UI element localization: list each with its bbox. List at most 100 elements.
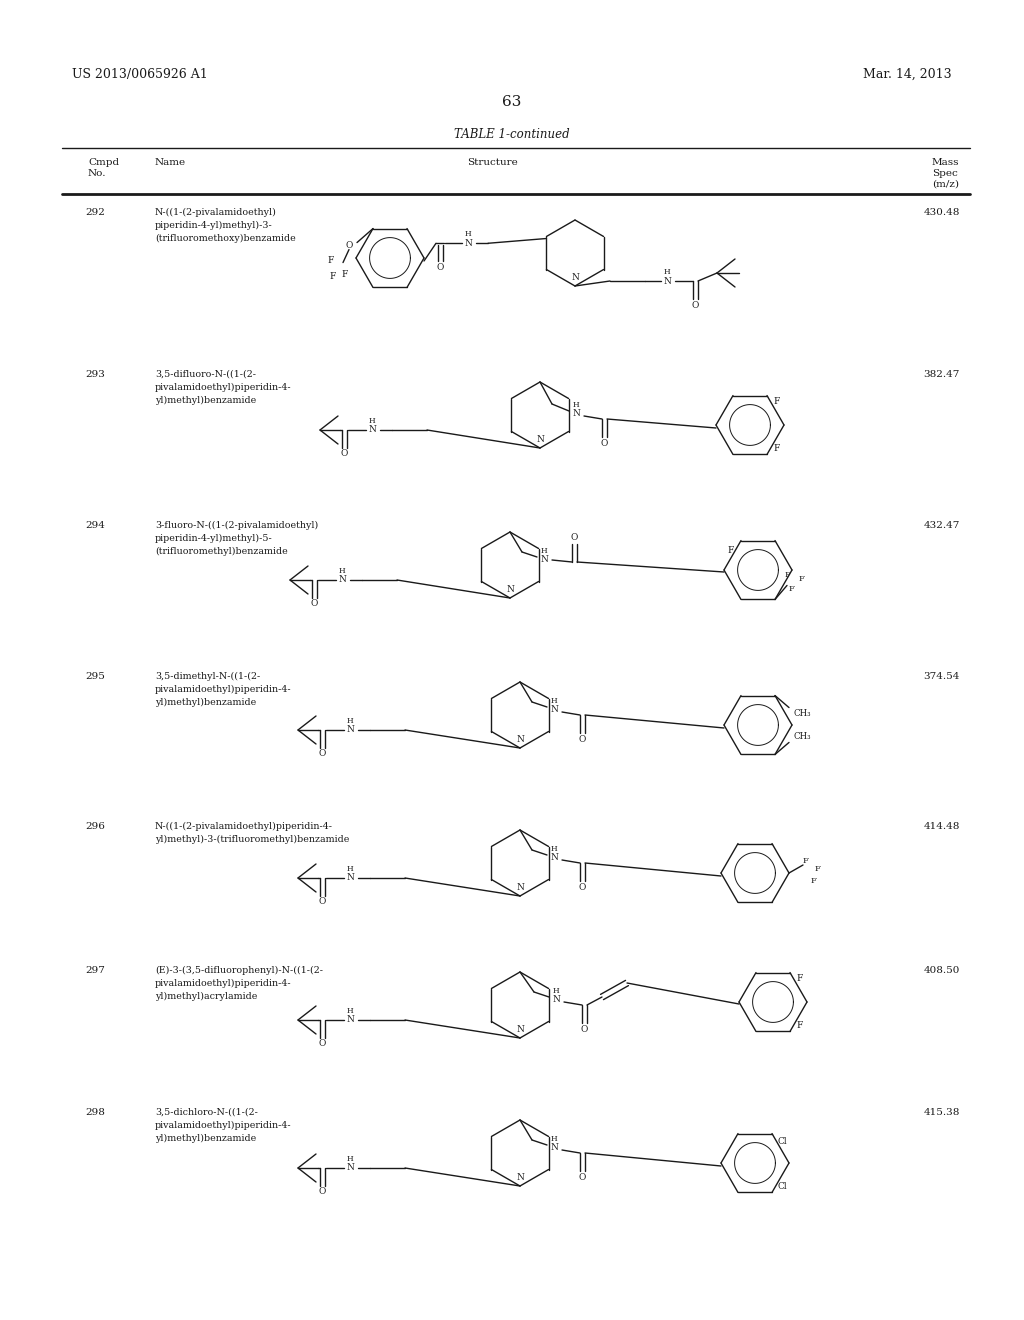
Text: O: O (340, 450, 348, 458)
Text: O: O (318, 1188, 326, 1196)
Text: F: F (328, 256, 334, 265)
Text: H: H (553, 987, 559, 995)
Text: N: N (550, 705, 558, 714)
Text: N: N (664, 276, 671, 285)
Text: 430.48: 430.48 (924, 209, 961, 216)
Text: O: O (436, 263, 443, 272)
Text: 408.50: 408.50 (924, 966, 961, 975)
Text: N: N (540, 556, 548, 565)
Text: CH₃: CH₃ (793, 709, 811, 718)
Text: yl)methyl)benzamide: yl)methyl)benzamide (155, 1134, 256, 1143)
Text: N: N (550, 1143, 558, 1152)
Text: 414.48: 414.48 (924, 822, 961, 832)
Text: F: F (797, 974, 803, 983)
Text: H: H (551, 697, 557, 705)
Text: H: H (347, 1007, 353, 1015)
Text: TABLE 1-continued: TABLE 1-continued (455, 128, 569, 141)
Text: 295: 295 (85, 672, 104, 681)
Text: Cmpd: Cmpd (88, 158, 119, 168)
Text: F: F (814, 865, 820, 873)
Text: N: N (506, 585, 514, 594)
Text: N: N (346, 1015, 354, 1024)
Text: N: N (516, 1024, 524, 1034)
Text: N: N (571, 272, 579, 281)
Text: N: N (536, 434, 544, 444)
Text: Cl: Cl (777, 1181, 786, 1191)
Text: N: N (338, 576, 346, 585)
Text: N: N (550, 854, 558, 862)
Text: F: F (798, 576, 804, 583)
Text: pivalamidoethyl)piperidin-4-: pivalamidoethyl)piperidin-4- (155, 685, 292, 694)
Text: O: O (310, 599, 317, 609)
Text: H: H (347, 717, 353, 725)
Text: N: N (572, 409, 580, 418)
Text: F: F (330, 272, 336, 281)
Text: piperidin-4-yl)methyl)-5-: piperidin-4-yl)methyl)-5- (155, 535, 272, 543)
Text: O: O (581, 1024, 588, 1034)
Text: F: F (788, 586, 794, 594)
Text: O: O (579, 883, 586, 891)
Text: H: H (339, 568, 345, 576)
Text: 374.54: 374.54 (924, 672, 961, 681)
Text: H: H (572, 401, 580, 409)
Text: N: N (516, 734, 524, 743)
Text: F: F (802, 857, 808, 865)
Text: N: N (516, 883, 524, 891)
Text: H: H (551, 1135, 557, 1143)
Text: pivalamidoethyl)piperidin-4-: pivalamidoethyl)piperidin-4- (155, 1121, 292, 1130)
Text: Structure: Structure (467, 158, 517, 168)
Text: F: F (728, 546, 734, 554)
Text: F: F (774, 444, 780, 453)
Text: 382.47: 382.47 (924, 370, 961, 379)
Text: N-((1-(2-pivalamidoethyl): N-((1-(2-pivalamidoethyl) (155, 209, 276, 216)
Text: (trifluoromethoxy)benzamide: (trifluoromethoxy)benzamide (155, 234, 296, 243)
Text: H: H (551, 845, 557, 853)
Text: 294: 294 (85, 521, 104, 531)
Text: Mar. 14, 2013: Mar. 14, 2013 (863, 69, 952, 81)
Text: H: H (541, 546, 547, 554)
Text: 3-fluoro-N-((1-(2-pivalamidoethyl): 3-fluoro-N-((1-(2-pivalamidoethyl) (155, 521, 318, 531)
Text: yl)methyl)benzamide: yl)methyl)benzamide (155, 396, 256, 405)
Text: Cl: Cl (777, 1137, 786, 1146)
Text: (m/z): (m/z) (932, 180, 959, 189)
Text: N: N (346, 874, 354, 883)
Text: O: O (318, 750, 326, 759)
Text: F: F (797, 1020, 803, 1030)
Text: 3,5-difluoro-N-((1-(2-: 3,5-difluoro-N-((1-(2- (155, 370, 256, 379)
Text: N: N (464, 239, 472, 248)
Text: O: O (318, 1040, 326, 1048)
Text: F: F (342, 271, 348, 279)
Text: Name: Name (155, 158, 186, 168)
Text: CH₃: CH₃ (793, 733, 811, 741)
Text: N: N (368, 425, 376, 434)
Text: H: H (465, 230, 471, 239)
Text: H: H (664, 268, 671, 276)
Text: 293: 293 (85, 370, 104, 379)
Text: (trifluoromethyl)benzamide: (trifluoromethyl)benzamide (155, 546, 288, 556)
Text: 296: 296 (85, 822, 104, 832)
Text: H: H (369, 417, 376, 425)
Text: 292: 292 (85, 209, 104, 216)
Text: pivalamidoethyl)piperidin-4-: pivalamidoethyl)piperidin-4- (155, 979, 292, 989)
Text: 415.38: 415.38 (924, 1107, 961, 1117)
Text: O: O (691, 301, 698, 309)
Text: F: F (784, 572, 790, 579)
Text: Mass: Mass (932, 158, 959, 168)
Text: N: N (552, 995, 560, 1005)
Text: yl)methyl)benzamide: yl)methyl)benzamide (155, 698, 256, 708)
Text: (E)-3-(3,5-difluorophenyl)-N-((1-(2-: (E)-3-(3,5-difluorophenyl)-N-((1-(2- (155, 966, 323, 975)
Text: F: F (774, 397, 780, 407)
Text: N: N (346, 1163, 354, 1172)
Text: yl)methyl)acrylamide: yl)methyl)acrylamide (155, 993, 257, 1001)
Text: piperidin-4-yl)methyl)-3-: piperidin-4-yl)methyl)-3- (155, 220, 272, 230)
Text: pivalamidoethyl)piperidin-4-: pivalamidoethyl)piperidin-4- (155, 383, 292, 392)
Text: O: O (318, 898, 326, 907)
Text: US 2013/0065926 A1: US 2013/0065926 A1 (72, 69, 208, 81)
Text: N: N (516, 1172, 524, 1181)
Text: O: O (570, 533, 578, 543)
Text: yl)methyl)-3-(trifluoromethyl)benzamide: yl)methyl)-3-(trifluoromethyl)benzamide (155, 836, 349, 843)
Text: 63: 63 (503, 95, 521, 110)
Text: No.: No. (88, 169, 106, 178)
Text: O: O (579, 1172, 586, 1181)
Text: N: N (346, 726, 354, 734)
